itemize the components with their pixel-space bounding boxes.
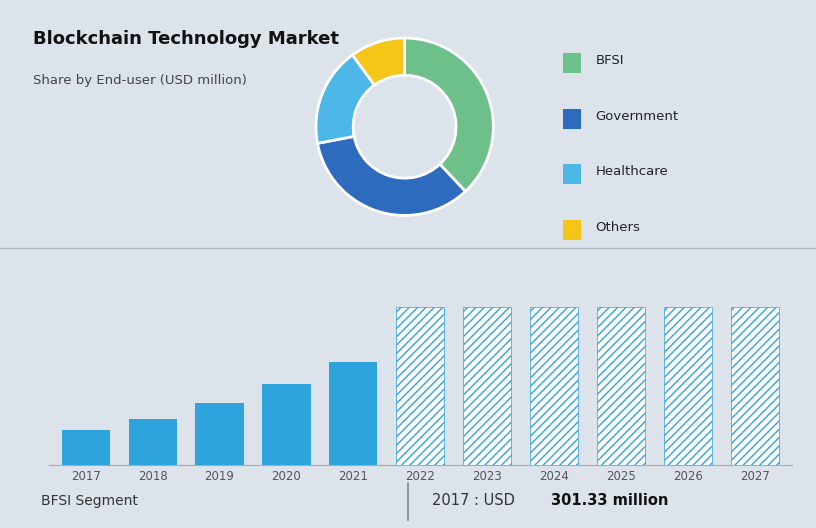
Bar: [730, 307, 778, 465]
Bar: [196, 403, 244, 465]
Bar: [463, 307, 511, 465]
Bar: [530, 307, 578, 465]
Wedge shape: [405, 38, 494, 191]
Text: 2017 : USD: 2017 : USD: [432, 493, 520, 508]
Text: 301.33 million: 301.33 million: [551, 493, 668, 508]
Text: Blockchain Technology Market: Blockchain Technology Market: [33, 30, 339, 48]
Wedge shape: [316, 55, 375, 143]
Bar: [263, 384, 311, 465]
Bar: [663, 307, 712, 465]
Wedge shape: [317, 136, 465, 215]
Text: BFSI: BFSI: [596, 54, 624, 67]
Bar: [62, 430, 110, 465]
Text: Healthcare: Healthcare: [596, 165, 668, 178]
Bar: [596, 307, 645, 465]
Text: Others: Others: [596, 221, 641, 233]
Text: BFSI Segment: BFSI Segment: [41, 494, 138, 507]
Text: Government: Government: [596, 110, 679, 122]
Bar: [129, 419, 177, 465]
Bar: [330, 362, 378, 465]
Bar: [396, 307, 445, 465]
Text: Share by End-user (USD million): Share by End-user (USD million): [33, 74, 246, 88]
Wedge shape: [353, 38, 405, 85]
